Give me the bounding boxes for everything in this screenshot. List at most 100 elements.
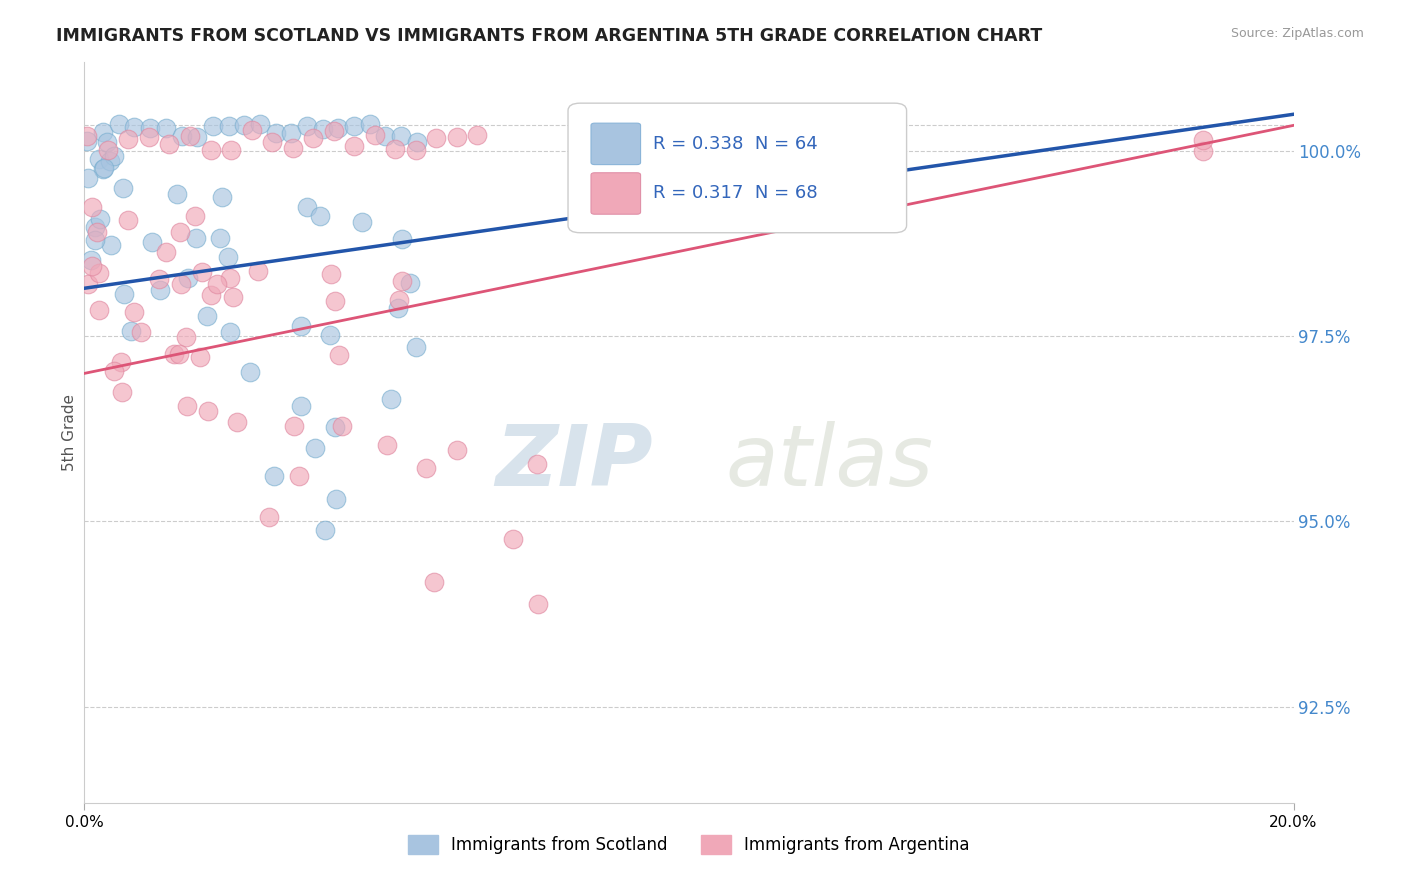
Point — [98, 153, 121, 168]
FancyBboxPatch shape — [591, 173, 641, 214]
Point — [176, 330, 198, 344]
Point — [374, 129, 396, 144]
Y-axis label: 5th Grade: 5th Grade — [62, 394, 77, 471]
Point — [80, 253, 103, 268]
Point — [201, 119, 224, 133]
Text: atlas: atlas — [725, 421, 934, 504]
Point — [262, 135, 284, 149]
Point — [398, 277, 420, 291]
Point — [200, 144, 222, 158]
Point — [384, 142, 406, 156]
Point — [246, 264, 269, 278]
Point — [176, 399, 198, 413]
Point — [124, 120, 146, 135]
Point — [328, 121, 350, 136]
Point — [179, 128, 201, 143]
Point — [1192, 145, 1215, 159]
Point — [314, 523, 336, 537]
Point — [155, 121, 177, 136]
Point — [91, 162, 114, 177]
Point — [177, 271, 200, 285]
Point — [391, 274, 413, 288]
Point — [186, 231, 208, 245]
Point — [364, 128, 387, 143]
Point — [208, 231, 231, 245]
Point — [304, 441, 326, 455]
Point — [166, 186, 188, 201]
Point — [200, 288, 222, 302]
Point — [111, 384, 134, 399]
Point — [322, 124, 344, 138]
Point — [188, 351, 211, 365]
Point — [330, 418, 353, 433]
Point — [467, 128, 489, 142]
Point — [257, 510, 280, 524]
Point — [446, 130, 468, 145]
Point — [159, 136, 181, 151]
Point — [149, 283, 172, 297]
Point — [122, 305, 145, 319]
Point — [302, 130, 325, 145]
FancyBboxPatch shape — [591, 123, 641, 165]
Point — [205, 277, 228, 292]
Point — [239, 365, 262, 379]
Point — [405, 339, 427, 353]
Point — [91, 125, 114, 139]
Point — [233, 118, 256, 132]
Point — [1192, 133, 1215, 147]
Text: R = 0.338  N = 64: R = 0.338 N = 64 — [652, 135, 817, 153]
Point — [290, 319, 312, 334]
Point — [389, 128, 412, 143]
Point — [343, 119, 366, 133]
Point — [197, 403, 219, 417]
Point — [415, 460, 437, 475]
Point — [219, 144, 242, 158]
Point — [422, 575, 444, 590]
Point — [139, 121, 162, 136]
Point — [219, 325, 242, 339]
Text: ZIP: ZIP — [495, 421, 652, 504]
Point — [391, 232, 413, 246]
Point — [526, 457, 548, 471]
Legend: Immigrants from Scotland, Immigrants from Argentina: Immigrants from Scotland, Immigrants fro… — [401, 829, 977, 861]
Point — [388, 293, 411, 308]
Point — [343, 138, 366, 153]
Point — [297, 200, 319, 214]
Point — [281, 141, 304, 155]
Point — [323, 293, 346, 308]
Point — [328, 348, 350, 362]
Point — [76, 129, 98, 144]
Point — [375, 438, 398, 452]
Point — [112, 287, 135, 301]
Point — [195, 310, 218, 324]
Point — [103, 364, 125, 378]
Point — [290, 399, 312, 413]
Point — [295, 119, 318, 133]
Point — [406, 135, 429, 149]
Point — [84, 233, 107, 247]
Point — [352, 214, 374, 228]
Point — [211, 189, 233, 203]
Point — [240, 123, 263, 137]
Point — [97, 144, 120, 158]
Point — [117, 213, 139, 227]
Point — [387, 301, 409, 315]
Point — [103, 148, 125, 162]
Text: IMMIGRANTS FROM SCOTLAND VS IMMIGRANTS FROM ARGENTINA 5TH GRADE CORRELATION CHAR: IMMIGRANTS FROM SCOTLAND VS IMMIGRANTS F… — [56, 27, 1042, 45]
Point — [93, 161, 115, 176]
Text: R = 0.317  N = 68: R = 0.317 N = 68 — [652, 185, 817, 202]
Text: Source: ZipAtlas.com: Source: ZipAtlas.com — [1230, 27, 1364, 40]
Point — [264, 126, 287, 140]
Point — [120, 324, 142, 338]
Point — [323, 420, 346, 434]
Point — [319, 267, 342, 281]
Point — [502, 532, 524, 546]
Point — [184, 209, 207, 223]
Point — [218, 270, 240, 285]
Point — [111, 180, 134, 194]
Point — [141, 235, 163, 250]
Point — [405, 143, 427, 157]
Point — [222, 290, 245, 304]
Point — [148, 272, 170, 286]
Point — [263, 469, 285, 483]
